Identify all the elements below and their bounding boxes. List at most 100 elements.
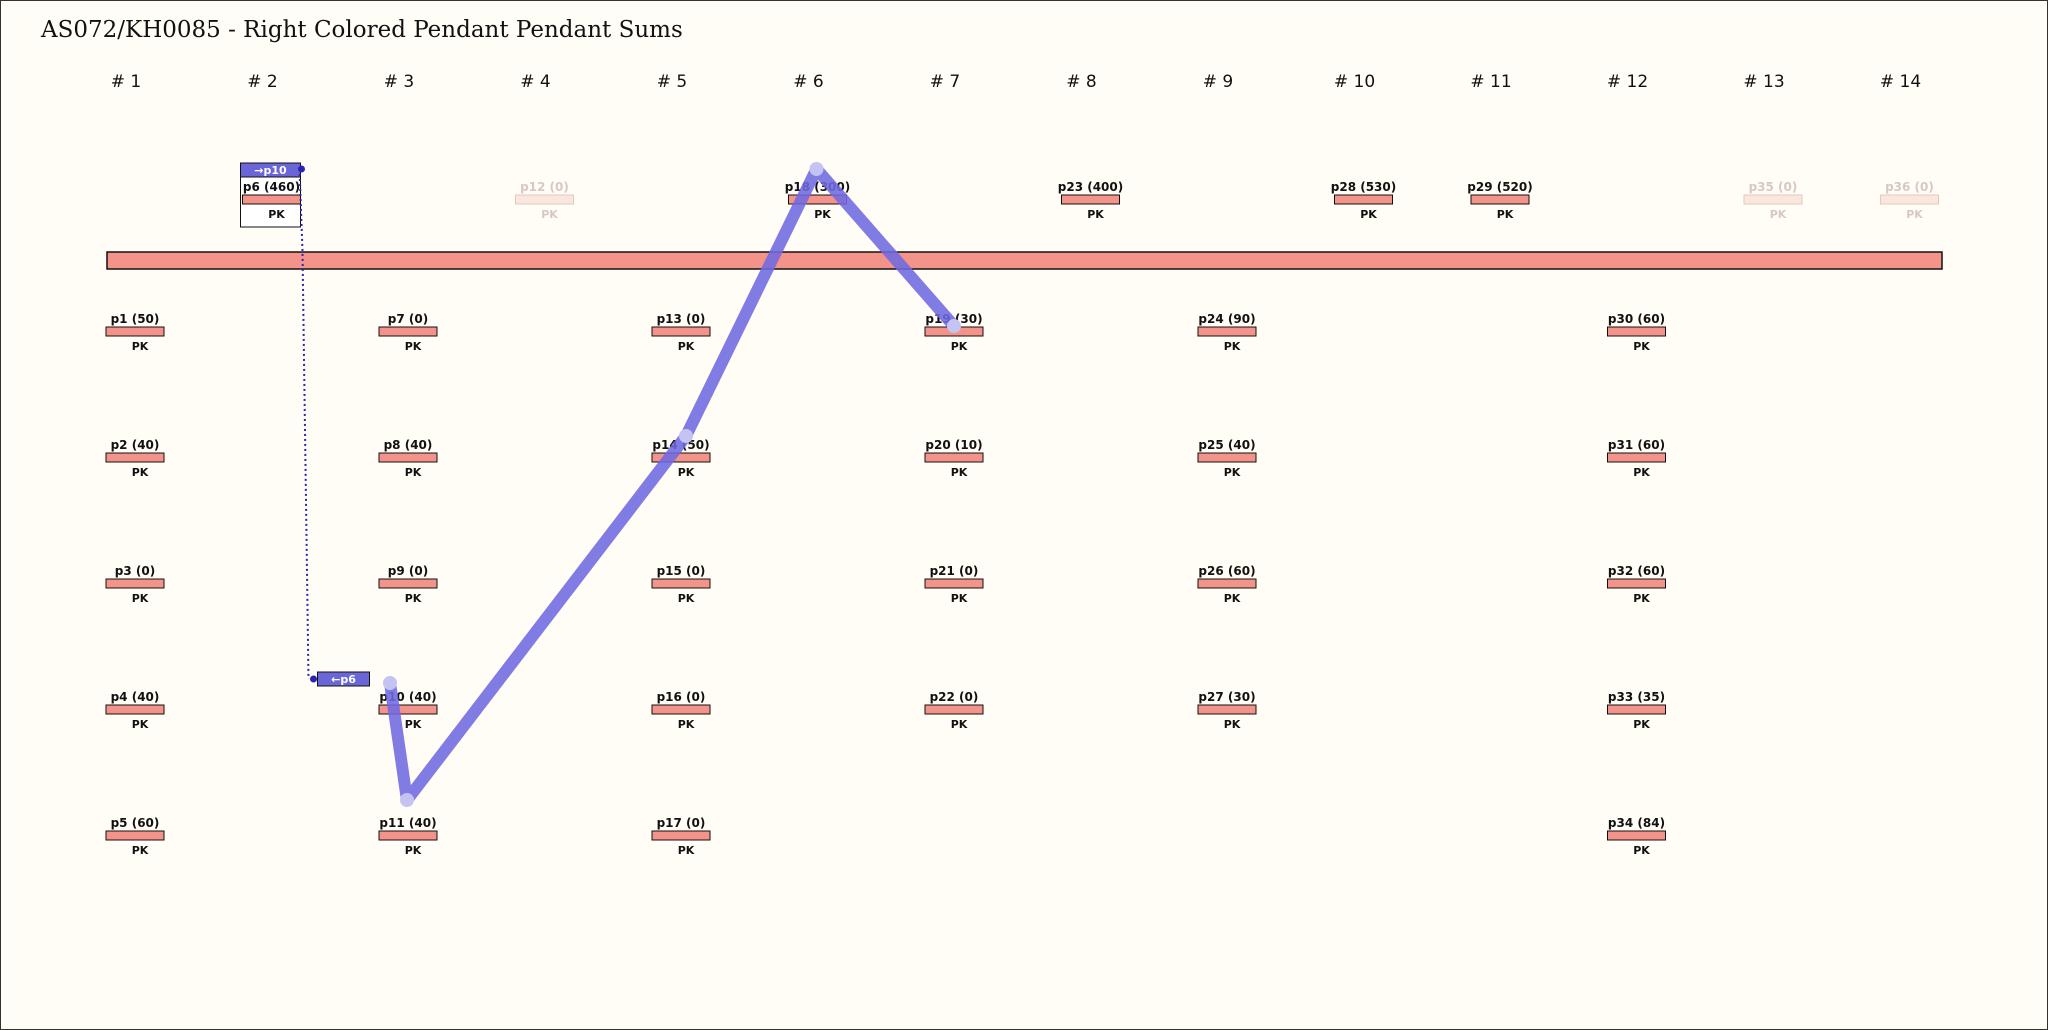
bottom-pendant-knot-p30: PK — [1633, 340, 1650, 353]
bottom-pendant-knot-p21: PK — [951, 592, 968, 605]
column-header-4: # 4 — [520, 72, 550, 92]
bottom-pendant-label-p31: p31 (60) — [1608, 438, 1665, 452]
top-pendant-cord-p29 — [1470, 194, 1530, 205]
bottom-pendant-knot-p7: PK — [405, 340, 422, 353]
bottom-pendant-knot-p20: PK — [951, 466, 968, 479]
bottom-pendant-knot-p31: PK — [1633, 466, 1650, 479]
top-pendant-label-p28: p28 (530) — [1331, 180, 1396, 194]
bottom-pendant-label-p2: p2 (40) — [111, 438, 160, 452]
column-header-11: # 11 — [1470, 72, 1511, 92]
top-pendant-knot-p28: PK — [1360, 208, 1377, 221]
bottom-pendant-label-p13: p13 (0) — [657, 312, 706, 326]
bottom-marker-label: ←p6 — [331, 673, 356, 686]
bottom-pendant-knot-p10: PK — [405, 718, 422, 731]
sum-path-node-p10 — [383, 676, 397, 690]
bottom-pendant-knot-p3: PK — [132, 592, 149, 605]
top-pendant-knot-p35: PK — [1770, 208, 1787, 221]
bottom-pendant-label-p32: p32 (60) — [1608, 564, 1665, 578]
top-pendant-label-p36: p36 (0) — [1885, 180, 1934, 194]
column-header-5: # 5 — [657, 72, 687, 92]
top-pendant-label-p6: p6 (460) — [243, 180, 300, 194]
sum-path-node-p19 — [947, 319, 961, 333]
bottom-pendant-knot-p24: PK — [1224, 340, 1241, 353]
bottom-pendant-label-p24: p24 (90) — [1198, 312, 1255, 326]
sum-path-node-p11 — [400, 793, 414, 807]
bottom-pendant-label-p25: p25 (40) — [1198, 438, 1255, 452]
column-header-1: # 1 — [111, 72, 141, 92]
top-pendant-knot-p12: PK — [541, 208, 558, 221]
sum-path-node-p14 — [679, 429, 693, 443]
bottom-pendant-label-p3: p3 (0) — [115, 564, 155, 578]
bottom-pendant-cord-p20 — [924, 452, 984, 463]
bottom-pendant-label-p9: p9 (0) — [388, 564, 428, 578]
top-pendant-label-p29: p29 (520) — [1467, 180, 1532, 194]
bottom-pendant-cord-p11 — [378, 830, 438, 841]
bottom-pendant-knot-p11: PK — [405, 844, 422, 857]
bottom-pendant-knot-p13: PK — [678, 340, 695, 353]
column-header-6: # 6 — [793, 72, 823, 92]
column-header-7: # 7 — [930, 72, 960, 92]
bottom-pendant-cord-p34 — [1607, 830, 1666, 841]
bottom-pendant-cord-p16 — [651, 704, 711, 715]
bottom-pendant-label-p30: p30 (60) — [1608, 312, 1665, 326]
bottom-pendant-label-p4: p4 (40) — [111, 690, 160, 704]
bottom-pendant-knot-p25: PK — [1224, 466, 1241, 479]
bottom-pendant-cord-p30 — [1607, 326, 1666, 337]
bottom-pendant-cord-p14 — [651, 452, 711, 463]
bottom-pendant-cord-p15 — [651, 578, 711, 589]
bottom-pendant-cord-p25 — [1197, 452, 1257, 463]
bottom-pendant-cord-p3 — [105, 578, 165, 589]
link-line — [298, 168, 310, 680]
bottom-pendant-cord-p24 — [1197, 326, 1257, 337]
bottom-pendant-cord-p2 — [105, 452, 165, 463]
bottom-pendant-label-p5: p5 (60) — [111, 816, 160, 830]
column-header-13: # 13 — [1743, 72, 1784, 92]
column-header-14: # 14 — [1880, 72, 1921, 92]
top-pendant-cord-p23 — [1061, 194, 1120, 205]
bottom-pendant-cord-p27 — [1197, 704, 1257, 715]
bottom-pendant-knot-p17: PK — [678, 844, 695, 857]
top-marker-label: →p10 — [254, 164, 287, 177]
column-header-8: # 8 — [1066, 72, 1096, 92]
bottom-pendant-label-p22: p22 (0) — [930, 690, 979, 704]
bottom-pendant-knot-p27: PK — [1224, 718, 1241, 731]
top-pendant-knot-p36: PK — [1906, 208, 1923, 221]
bottom-pendant-cord-p7 — [378, 326, 438, 337]
top-pendant-knot-p29: PK — [1497, 208, 1514, 221]
bottom-pendant-knot-p2: PK — [132, 466, 149, 479]
bottom-pendant-knot-p14: PK — [678, 466, 695, 479]
top-pendant-label-p23: p23 (400) — [1058, 180, 1123, 194]
bottom-pendant-cord-p26 — [1197, 578, 1257, 589]
top-marker-dot — [298, 165, 305, 173]
bottom-pendant-label-p7: p7 (0) — [388, 312, 428, 326]
bottom-pendant-label-p1: p1 (50) — [111, 312, 160, 326]
bottom-pendant-knot-p33: PK — [1633, 718, 1650, 731]
bottom-pendant-label-p8: p8 (40) — [384, 438, 433, 452]
page-title: AS072/KH0085 - Right Colored Pendant Pen… — [41, 17, 683, 43]
bottom-pendant-cord-p32 — [1607, 578, 1666, 589]
bottom-pendant-label-p17: p17 (0) — [657, 816, 706, 830]
bottom-pendant-label-p26: p26 (60) — [1198, 564, 1255, 578]
top-pendant-cord-p36 — [1880, 194, 1939, 205]
bottom-pendant-cord-p9 — [378, 578, 438, 589]
top-pendant-cord-p28 — [1334, 194, 1393, 205]
bottom-marker-tag — [317, 671, 370, 687]
bottom-pendant-cord-p21 — [924, 578, 984, 589]
column-header-9: # 9 — [1203, 72, 1233, 92]
top-pendant-cord-p6 — [242, 194, 301, 205]
top-pendant-knot-p6: PK — [268, 208, 285, 221]
bottom-pendant-cord-p8 — [378, 452, 438, 463]
sum-path-node-p18 — [809, 162, 824, 176]
bottom-pendant-cord-p17 — [651, 830, 711, 841]
column-header-12: # 12 — [1607, 72, 1648, 92]
bottom-pendant-cord-p31 — [1607, 452, 1666, 463]
bottom-pendant-knot-p15: PK — [678, 592, 695, 605]
bottom-pendant-cord-p10 — [378, 704, 438, 715]
bottom-pendant-cord-p22 — [924, 704, 984, 715]
bottom-pendant-knot-p32: PK — [1633, 592, 1650, 605]
bottom-pendant-label-p11: p11 (40) — [379, 816, 436, 830]
top-pendant-cord-p12 — [515, 194, 574, 205]
bottom-pendant-label-p27: p27 (30) — [1198, 690, 1255, 704]
bottom-pendant-knot-p9: PK — [405, 592, 422, 605]
